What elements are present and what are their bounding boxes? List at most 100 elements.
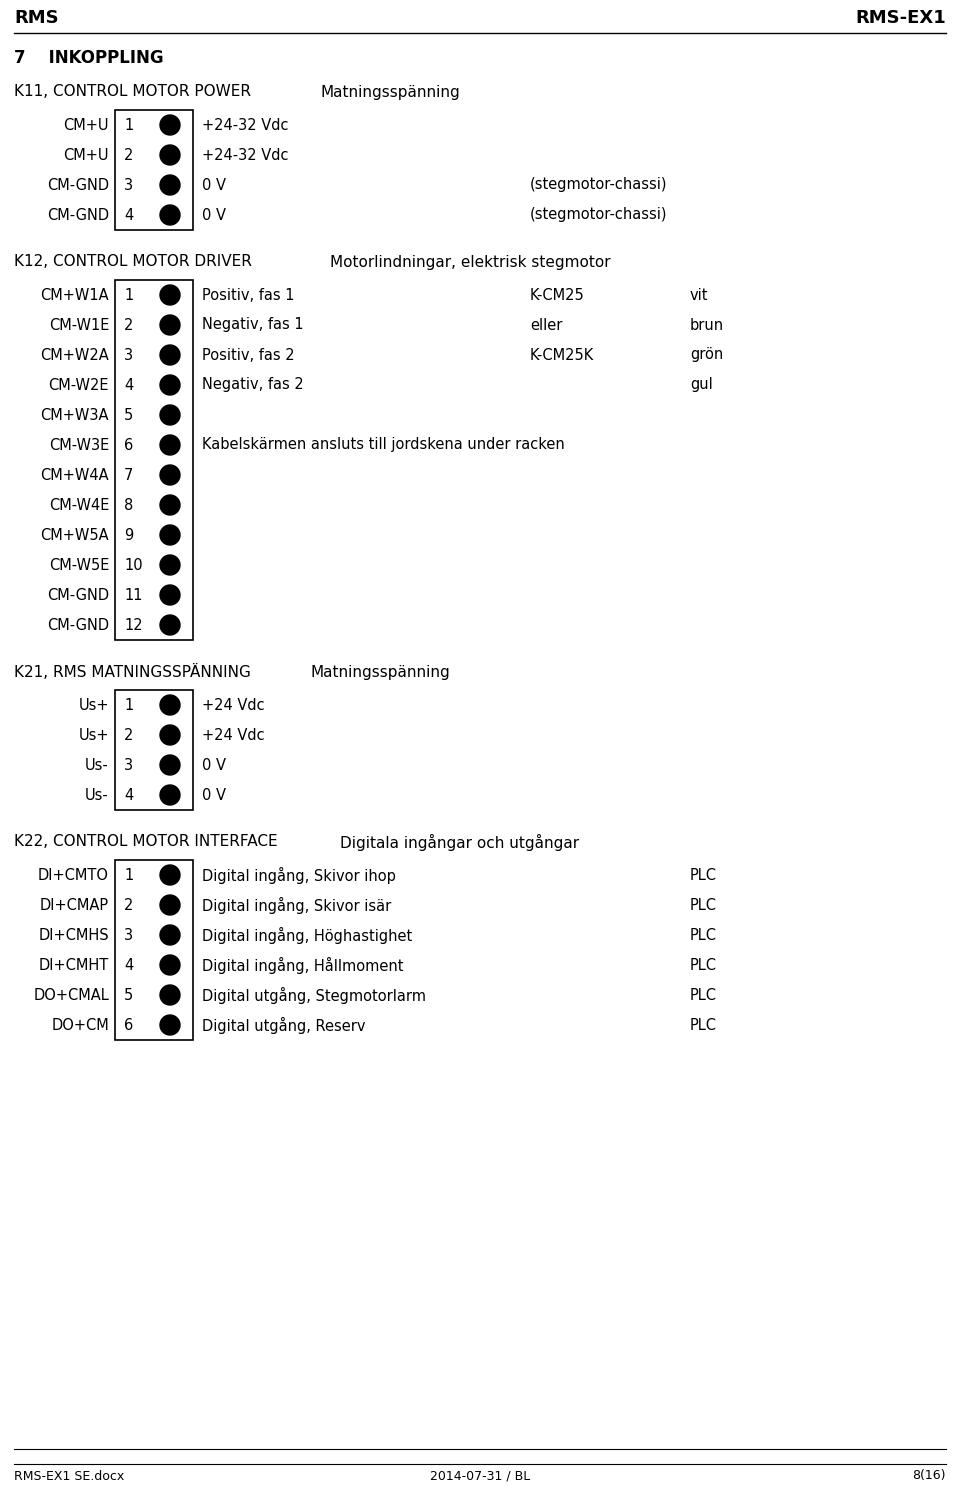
- Text: PLC: PLC: [690, 898, 717, 913]
- Text: eller: eller: [530, 318, 563, 333]
- Text: CM+W1A: CM+W1A: [40, 287, 109, 302]
- Text: 1: 1: [124, 868, 133, 883]
- Text: Negativ, fas 2: Negativ, fas 2: [202, 378, 303, 393]
- Text: 0 V: 0 V: [202, 787, 226, 802]
- Circle shape: [160, 175, 180, 196]
- Text: 0 V: 0 V: [202, 757, 226, 772]
- Text: Matningsspänning: Matningsspänning: [320, 85, 460, 100]
- Text: 11: 11: [124, 587, 142, 602]
- Text: K-CM25: K-CM25: [530, 287, 585, 302]
- Text: CM-GND: CM-GND: [47, 178, 109, 193]
- Text: Us-: Us-: [85, 787, 109, 802]
- Circle shape: [160, 145, 180, 164]
- Text: 2: 2: [124, 318, 133, 333]
- Text: Us+: Us+: [79, 698, 109, 713]
- Text: CM+W2A: CM+W2A: [40, 348, 109, 363]
- Text: 0 V: 0 V: [202, 178, 226, 193]
- Circle shape: [160, 405, 180, 424]
- Text: K21, RMS MATNINGSSPÄNNING: K21, RMS MATNINGSSPÄNNING: [14, 663, 251, 680]
- Circle shape: [160, 115, 180, 134]
- Text: 2: 2: [124, 728, 133, 743]
- Text: CM-W1E: CM-W1E: [49, 318, 109, 333]
- Text: Positiv, fas 1: Positiv, fas 1: [202, 287, 295, 302]
- Text: +24-32 Vdc: +24-32 Vdc: [202, 118, 289, 133]
- Text: 4: 4: [124, 958, 133, 973]
- Circle shape: [160, 985, 180, 1005]
- Text: Us+: Us+: [79, 728, 109, 743]
- Text: Digital ingång, Hållmoment: Digital ingång, Hållmoment: [202, 956, 403, 974]
- Circle shape: [160, 725, 180, 746]
- Text: gul: gul: [690, 378, 712, 393]
- Text: Digital ingång, Skivor ihop: Digital ingång, Skivor ihop: [202, 867, 396, 883]
- Text: Us-: Us-: [85, 757, 109, 772]
- Text: Negativ, fas 1: Negativ, fas 1: [202, 318, 303, 333]
- Circle shape: [160, 1014, 180, 1035]
- Circle shape: [160, 865, 180, 884]
- Circle shape: [160, 925, 180, 946]
- Text: 3: 3: [124, 348, 133, 363]
- Text: RMS: RMS: [14, 9, 59, 27]
- Text: Digital ingång, Höghastighet: Digital ingång, Höghastighet: [202, 926, 412, 944]
- Text: 2: 2: [124, 898, 133, 913]
- Text: DI+CMAP: DI+CMAP: [40, 898, 109, 913]
- Text: 2014-07-31 / BL: 2014-07-31 / BL: [430, 1470, 530, 1482]
- Text: +24 Vdc: +24 Vdc: [202, 728, 265, 743]
- Circle shape: [160, 784, 180, 805]
- Text: Motorlindningar, elektrisk stegmotor: Motorlindningar, elektrisk stegmotor: [330, 254, 611, 269]
- Text: 8(16): 8(16): [913, 1470, 946, 1482]
- Text: brun: brun: [690, 318, 724, 333]
- Circle shape: [160, 435, 180, 456]
- Text: Kabelskärmen ansluts till jordskena under racken: Kabelskärmen ansluts till jordskena unde…: [202, 438, 564, 453]
- Text: 2: 2: [124, 148, 133, 163]
- Text: DI+CMTO: DI+CMTO: [38, 868, 109, 883]
- Text: CM-W5E: CM-W5E: [49, 557, 109, 572]
- Text: CM-GND: CM-GND: [47, 617, 109, 632]
- Text: 3: 3: [124, 757, 133, 772]
- Text: 8: 8: [124, 498, 133, 512]
- Text: grön: grön: [690, 348, 723, 363]
- Circle shape: [160, 345, 180, 365]
- Text: Matningsspänning: Matningsspänning: [310, 665, 449, 680]
- Text: 4: 4: [124, 208, 133, 223]
- Text: RMS-EX1: RMS-EX1: [855, 9, 946, 27]
- Text: RMS-EX1 SE.docx: RMS-EX1 SE.docx: [14, 1470, 124, 1482]
- Circle shape: [160, 375, 180, 394]
- Circle shape: [160, 285, 180, 305]
- Text: DO+CM: DO+CM: [51, 1017, 109, 1032]
- Text: PLC: PLC: [690, 928, 717, 943]
- Text: Digital utgång, Stegmotorlarm: Digital utgång, Stegmotorlarm: [202, 986, 426, 1004]
- Text: K22, CONTROL MOTOR INTERFACE: K22, CONTROL MOTOR INTERFACE: [14, 835, 277, 850]
- Text: vit: vit: [690, 287, 708, 302]
- Text: CM+W5A: CM+W5A: [40, 527, 109, 542]
- Circle shape: [160, 955, 180, 976]
- Text: 7: 7: [124, 468, 133, 483]
- Circle shape: [160, 895, 180, 914]
- Text: Digitala ingångar och utgångar: Digitala ingångar och utgångar: [340, 834, 579, 850]
- Circle shape: [160, 465, 180, 486]
- Circle shape: [160, 554, 180, 575]
- Text: Positiv, fas 2: Positiv, fas 2: [202, 348, 295, 363]
- Text: Digital utgång, Reserv: Digital utgång, Reserv: [202, 1016, 366, 1034]
- Text: PLC: PLC: [690, 868, 717, 883]
- Text: CM-W3E: CM-W3E: [49, 438, 109, 453]
- Text: Digital ingång, Skivor isär: Digital ingång, Skivor isär: [202, 896, 392, 913]
- Text: CM-W4E: CM-W4E: [49, 498, 109, 512]
- Bar: [115, 111, 193, 230]
- Text: 1: 1: [124, 118, 133, 133]
- Text: +24-32 Vdc: +24-32 Vdc: [202, 148, 289, 163]
- Bar: [115, 279, 193, 639]
- Circle shape: [160, 315, 180, 335]
- Circle shape: [160, 495, 180, 515]
- Circle shape: [160, 754, 180, 775]
- Text: PLC: PLC: [690, 958, 717, 973]
- Circle shape: [160, 695, 180, 716]
- Text: 5: 5: [124, 988, 133, 1002]
- Text: DI+CMHS: DI+CMHS: [38, 928, 109, 943]
- Text: 1: 1: [124, 287, 133, 302]
- Bar: [115, 861, 193, 1040]
- Text: +24 Vdc: +24 Vdc: [202, 698, 265, 713]
- Text: DI+CMHT: DI+CMHT: [38, 958, 109, 973]
- Text: K12, CONTROL MOTOR DRIVER: K12, CONTROL MOTOR DRIVER: [14, 254, 252, 269]
- Text: K-CM25K: K-CM25K: [530, 348, 594, 363]
- Text: 10: 10: [124, 557, 143, 572]
